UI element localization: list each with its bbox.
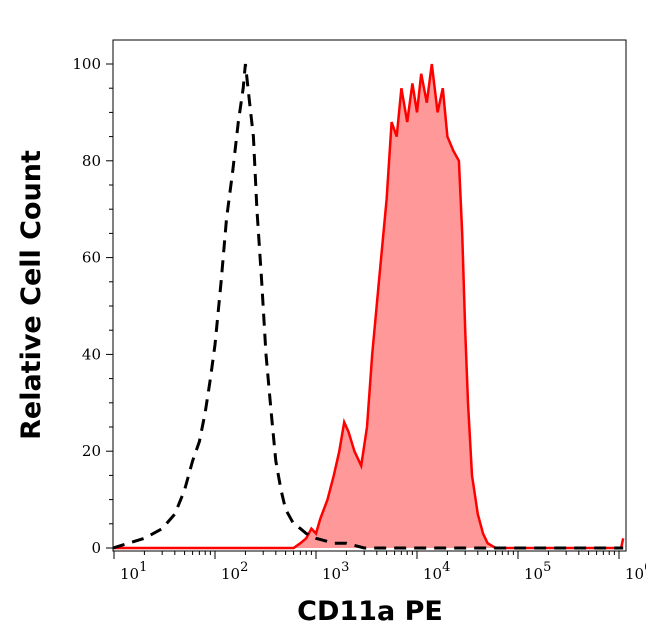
x-tick-label: 106: [625, 560, 646, 583]
x-tick-label: 102: [221, 560, 248, 583]
y-tick-label: 80: [82, 152, 101, 170]
x-tick-exponent: 3: [341, 560, 349, 575]
x-tick-exponent: 6: [644, 560, 646, 575]
x-tick-base: 10: [221, 565, 240, 583]
y-tick-label: 100: [72, 55, 101, 73]
x-tick-exponent: 5: [543, 560, 551, 575]
x-tick-label: 105: [524, 560, 551, 583]
x-axis-label: CD11a PE: [297, 596, 443, 627]
x-tick-base: 10: [524, 565, 543, 583]
y-tick-label: 60: [82, 249, 101, 267]
series-layer: [112, 63, 625, 550]
y-tick-label: 0: [91, 539, 101, 557]
y-tick-label: 40: [82, 345, 101, 363]
x-tick-label: 101: [120, 560, 147, 583]
x-tick-exponent: 1: [139, 560, 147, 575]
y-axis-label: Relative Cell Count: [16, 150, 47, 440]
series-line-dashed: [112, 63, 624, 550]
axes-layer: 020406080100101102103104105106: [72, 55, 646, 583]
x-tick-exponent: 2: [240, 560, 248, 575]
series-fill-area: [113, 64, 624, 548]
x-tick-base: 10: [120, 565, 139, 583]
plot-frame: [112, 39, 627, 552]
x-tick-base: 10: [322, 565, 341, 583]
x-tick-label: 103: [322, 560, 349, 583]
series-line-filled: [113, 63, 625, 550]
x-tick-label: 104: [423, 560, 450, 583]
x-tick-base: 10: [423, 565, 442, 583]
y-tick-label: 20: [82, 442, 101, 460]
x-tick-base: 10: [625, 565, 644, 583]
x-tick-exponent: 4: [442, 560, 450, 575]
